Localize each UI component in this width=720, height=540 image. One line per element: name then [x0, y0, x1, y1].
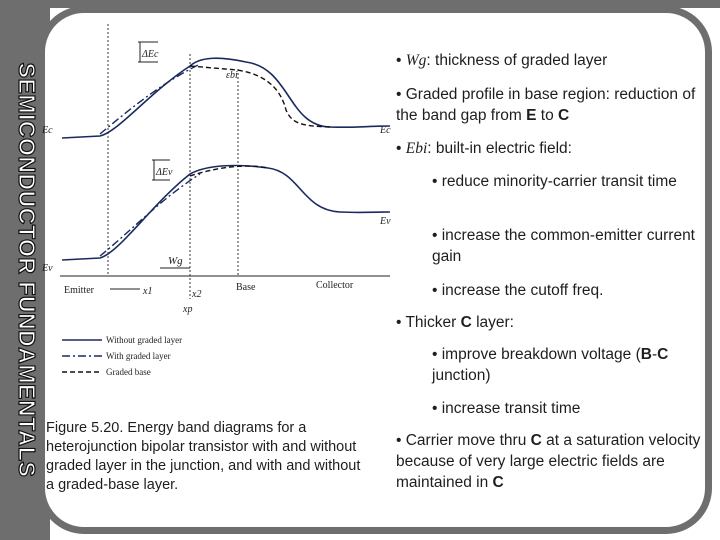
- legend-label-dashdot: With graded layer: [106, 351, 171, 361]
- bullet-saturation: • Carrier move thru C at a saturation ve…: [396, 432, 701, 491]
- top-bar: [0, 0, 720, 8]
- band-diagram-figure: ΔEc ΔEv Ec Ec Ev Ev εbi Wg x1 x2 xp Emit…: [41, 24, 391, 377]
- bullet-current-gain: • increase the common-emitter current ga…: [432, 227, 695, 265]
- bullet-wg-prefix: •: [396, 52, 406, 69]
- ev-band-graded-base: [189, 165, 269, 177]
- ebi-label: εbi: [226, 70, 238, 81]
- ev-left-label: Ev: [41, 263, 53, 274]
- ec-left-label: Ec: [41, 125, 53, 136]
- collector-label: Collector: [316, 280, 354, 291]
- legend-label-solid: Without graded layer: [106, 335, 182, 345]
- bullet-wg-text: : thickness of graded layer: [426, 52, 608, 69]
- bullet-thicker-c: • Thicker C layer:: [396, 314, 514, 331]
- ec-band-graded-base: [189, 65, 331, 128]
- bullet-ebi: • Ebi: built-in electric field:: [396, 138, 572, 159]
- ev-band-with-graded-layer: [99, 173, 201, 257]
- legend-label-dashed: Graded base: [106, 367, 151, 377]
- bullet-ebi-symbol: Ebi: [405, 140, 428, 157]
- bullet-cutoff-freq: • increase the cutoff freq.: [432, 282, 604, 299]
- base-label: Base: [236, 282, 256, 293]
- bullet-wg: • Wg: thickness of graded layer: [396, 50, 607, 71]
- delta-ec-label: ΔEc: [141, 49, 159, 60]
- x1-label: x1: [142, 286, 152, 297]
- x2-label: x2: [191, 289, 201, 300]
- bullet-wg-symbol: Wg: [405, 52, 427, 69]
- bullet-ebi-text: : built-in electric field:: [427, 140, 572, 157]
- bullet-transit-time: • increase transit time: [432, 400, 581, 417]
- ev-right-label: Ev: [379, 216, 391, 227]
- bullet-breakdown: • improve breakdown voltage (B-C junctio…: [432, 346, 669, 384]
- delta-ev-label: ΔEv: [155, 167, 173, 178]
- emitter-label: Emitter: [64, 285, 95, 296]
- ec-band-with-graded-layer: [99, 63, 201, 135]
- wg-label: Wg: [168, 255, 183, 267]
- ec-right-label: Ec: [379, 125, 391, 136]
- ec-band-without-graded-layer: [61, 57, 391, 139]
- bullet-graded-profile: • Graded profile in base region: reducti…: [396, 86, 696, 124]
- xp-label: xp: [182, 304, 192, 315]
- ev-band-without-graded-layer: [61, 164, 391, 261]
- bullet-reduce-transit: • reduce minority-carrier transit time: [432, 173, 677, 190]
- bullet-ebi-prefix: •: [396, 140, 406, 157]
- figure-caption: Figure 5.20. Energy band diagrams for a …: [46, 420, 361, 493]
